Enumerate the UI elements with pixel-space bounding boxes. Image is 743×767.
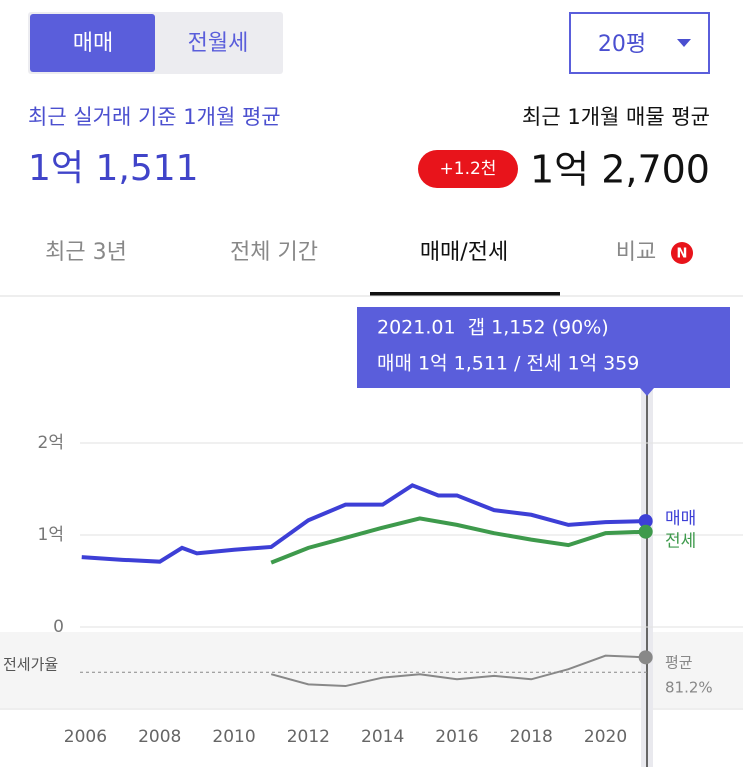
x-tick-label: 2020 xyxy=(584,727,627,747)
x-tick-label: 2012 xyxy=(287,727,330,747)
view-tab[interactable]: 전체 기간 xyxy=(230,240,318,265)
new-badge xyxy=(671,242,693,264)
size-value[interactable]: 20평 xyxy=(598,32,646,57)
tooltip-pointer xyxy=(640,388,654,396)
x-tick-label: 2010 xyxy=(212,727,255,747)
recent-trade-value: 1억 1,511 xyxy=(28,148,199,189)
y-tick-label: 2억 xyxy=(38,433,64,453)
series-line xyxy=(81,483,646,564)
series-line xyxy=(270,516,646,565)
change-value: +1.2천 xyxy=(440,159,497,179)
series-line xyxy=(270,654,646,688)
x-tick-label: 2018 xyxy=(510,727,553,747)
series-label: 매매 xyxy=(665,509,696,529)
tab[interactable]: 전월세 xyxy=(188,31,249,56)
end-dot xyxy=(638,650,653,665)
end-dot xyxy=(638,524,653,539)
average-label: 평균 xyxy=(665,654,693,672)
end-dot xyxy=(638,514,653,529)
series-label: 전세 xyxy=(665,532,696,552)
dropdown-arrow xyxy=(677,39,691,47)
tooltip xyxy=(357,307,730,388)
x-tick-label: 2008 xyxy=(138,727,181,747)
tab-active[interactable] xyxy=(30,14,155,72)
new-badge-text: N xyxy=(677,247,688,262)
tab-underline xyxy=(370,292,560,296)
tooltip-line: 매매 1억 1,511 / 전세 1억 359 xyxy=(377,353,639,375)
x-tick-label: 2014 xyxy=(361,727,404,747)
y-tick-label: 1억 xyxy=(38,525,64,545)
view-tab[interactable]: 최근 3년 xyxy=(45,240,127,265)
average-value: 81.2% xyxy=(665,679,713,697)
ratio-title: 전세가율 xyxy=(3,656,58,674)
listing-label: 최근 1개월 매물 평균 xyxy=(522,105,710,129)
tooltip-line: 2021.01 갭 1,152 (90%) xyxy=(377,317,609,339)
change-badge xyxy=(418,150,518,188)
tab[interactable]: 매매 xyxy=(73,31,113,56)
view-tab[interactable]: 매매/전세 xyxy=(420,240,508,265)
y-tick-label: 0 xyxy=(53,617,64,637)
view-tab[interactable]: 비교 xyxy=(616,240,656,265)
listing-value: 1억 2,700 xyxy=(530,148,710,192)
x-tick-label: 2016 xyxy=(435,727,478,747)
ratio-panel xyxy=(0,632,743,708)
recent-trade-label: 최근 실거래 기준 1개월 평균 xyxy=(28,105,281,129)
x-tick-label: 2006 xyxy=(64,727,107,747)
